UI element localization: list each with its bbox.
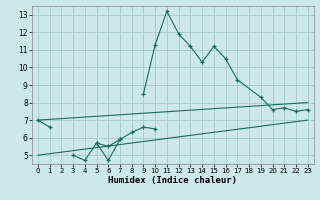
X-axis label: Humidex (Indice chaleur): Humidex (Indice chaleur): [108, 176, 237, 185]
